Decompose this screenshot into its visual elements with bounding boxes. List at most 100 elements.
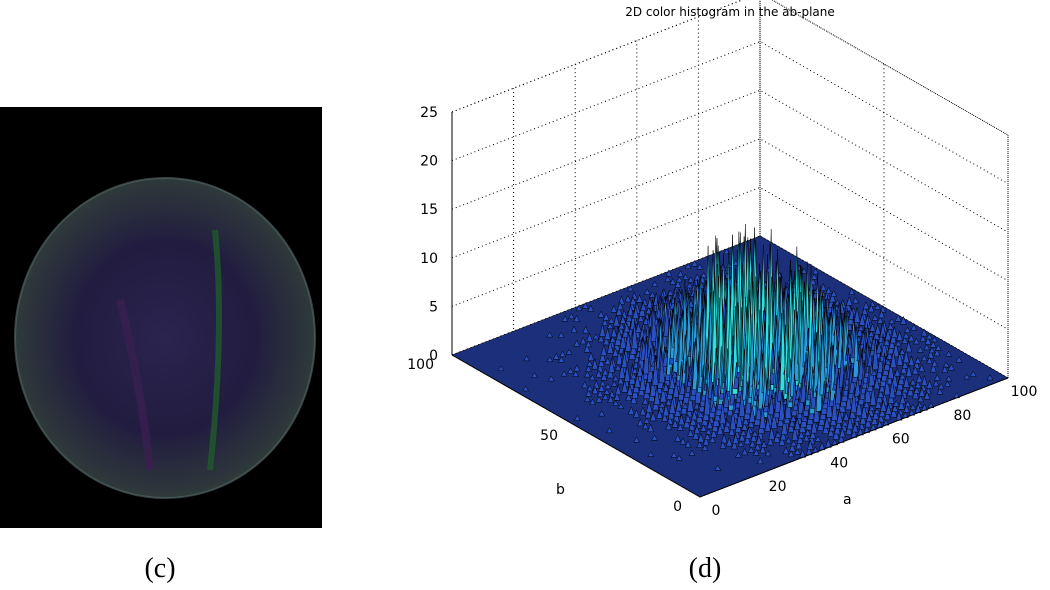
surface-spike [878, 382, 886, 393]
surface-spike [804, 428, 812, 436]
surface-spike [795, 439, 803, 450]
surface-spike [788, 417, 796, 427]
surface-spike [849, 373, 856, 394]
surface-spike [737, 440, 745, 447]
surface-spike [871, 314, 879, 321]
surface-spike [876, 316, 884, 324]
surface-spike [883, 375, 891, 396]
surface-spike [845, 391, 852, 411]
surface-spike [887, 360, 895, 379]
surface-spike [903, 326, 911, 333]
surface-spike [619, 314, 627, 324]
surface-spike [841, 420, 849, 427]
surface-spike [616, 301, 624, 311]
surface-spike [986, 374, 994, 381]
surface-spike [706, 419, 714, 430]
surface-spike [670, 451, 678, 458]
surface-spike [790, 415, 797, 422]
surface-spike [681, 403, 689, 409]
surface-spike [955, 356, 963, 363]
surface-spike [641, 397, 649, 405]
surface-spike [573, 414, 581, 421]
surface-spike [684, 262, 692, 269]
surface-spike [583, 370, 591, 378]
surface-spike [854, 414, 862, 422]
surface-spike [820, 282, 827, 292]
surface-spike [947, 363, 955, 371]
surface-spike [560, 370, 568, 377]
surface-spike [531, 372, 538, 378]
surface-spike [633, 409, 640, 418]
surface-spike [886, 350, 893, 360]
surface-spike [691, 259, 698, 267]
surface-spike [675, 276, 683, 283]
surface-spike [747, 417, 755, 428]
surface-spike [696, 441, 704, 448]
surface-spike [699, 275, 706, 284]
grid-line [451, 138, 1009, 282]
y-tick-label: 50 [540, 428, 558, 444]
x-label: a [843, 492, 852, 508]
surface-spike [589, 398, 597, 405]
surface-spike [936, 387, 944, 395]
surface-spike [886, 374, 894, 385]
plot-title: 2D color histogram in the ab-plane [625, 5, 835, 19]
surface-spike [846, 415, 854, 430]
surface-spike [702, 436, 710, 446]
surface-spike [852, 324, 860, 378]
surface-spike [779, 300, 787, 391]
z-tick-label: 20 [420, 154, 438, 170]
surface-spike [969, 370, 977, 377]
surface-spike [636, 418, 644, 427]
surface-spike [675, 454, 683, 461]
surface-spike [898, 348, 906, 355]
surface-spike [945, 375, 953, 382]
surface-spike [905, 340, 913, 353]
surface-spike [918, 363, 926, 372]
surface-spike [909, 378, 917, 386]
surface-spike [878, 406, 886, 417]
surface-spike [624, 294, 632, 303]
z-tick-label: 5 [429, 299, 438, 315]
surface-spike [606, 322, 614, 329]
surface-spike [877, 351, 884, 373]
surface-spike [913, 358, 920, 369]
surface-spike [665, 398, 672, 406]
surface-spike [703, 433, 711, 440]
surface-spike [696, 263, 704, 270]
grid-line [699, 135, 1009, 498]
surface-spike [782, 446, 790, 455]
surface-spike [923, 391, 931, 400]
surface-spike [597, 357, 605, 367]
surface-spike [582, 302, 589, 309]
surface-spike [810, 419, 818, 434]
surface-spike [884, 358, 892, 366]
surface-spike [825, 286, 832, 294]
surface-spike [836, 409, 844, 424]
surface-spike [901, 336, 909, 344]
surface-spike [664, 276, 672, 282]
surface-spike [806, 439, 814, 450]
surface-spike [661, 411, 669, 422]
surface-spike [910, 323, 918, 331]
surface-spike [891, 403, 899, 412]
surface-spike [760, 440, 768, 448]
surface-spike [615, 305, 623, 316]
surface-spike [604, 382, 612, 390]
surface-spike [790, 440, 798, 447]
surface-spike [796, 407, 804, 420]
surface-spike [916, 346, 924, 353]
surface-spike [522, 385, 530, 392]
surface-spike [671, 370, 679, 379]
surface-spike [931, 359, 938, 367]
surface-spike [860, 401, 868, 419]
surface-spike [575, 304, 583, 312]
surface-spike [874, 303, 882, 310]
surface-spike [602, 312, 610, 321]
surface-spike [618, 322, 626, 330]
surface-spike [774, 431, 782, 438]
surface-spike [684, 413, 692, 423]
surface-spike [899, 373, 906, 380]
surface-spike [616, 348, 623, 365]
surface-spike [814, 435, 822, 442]
